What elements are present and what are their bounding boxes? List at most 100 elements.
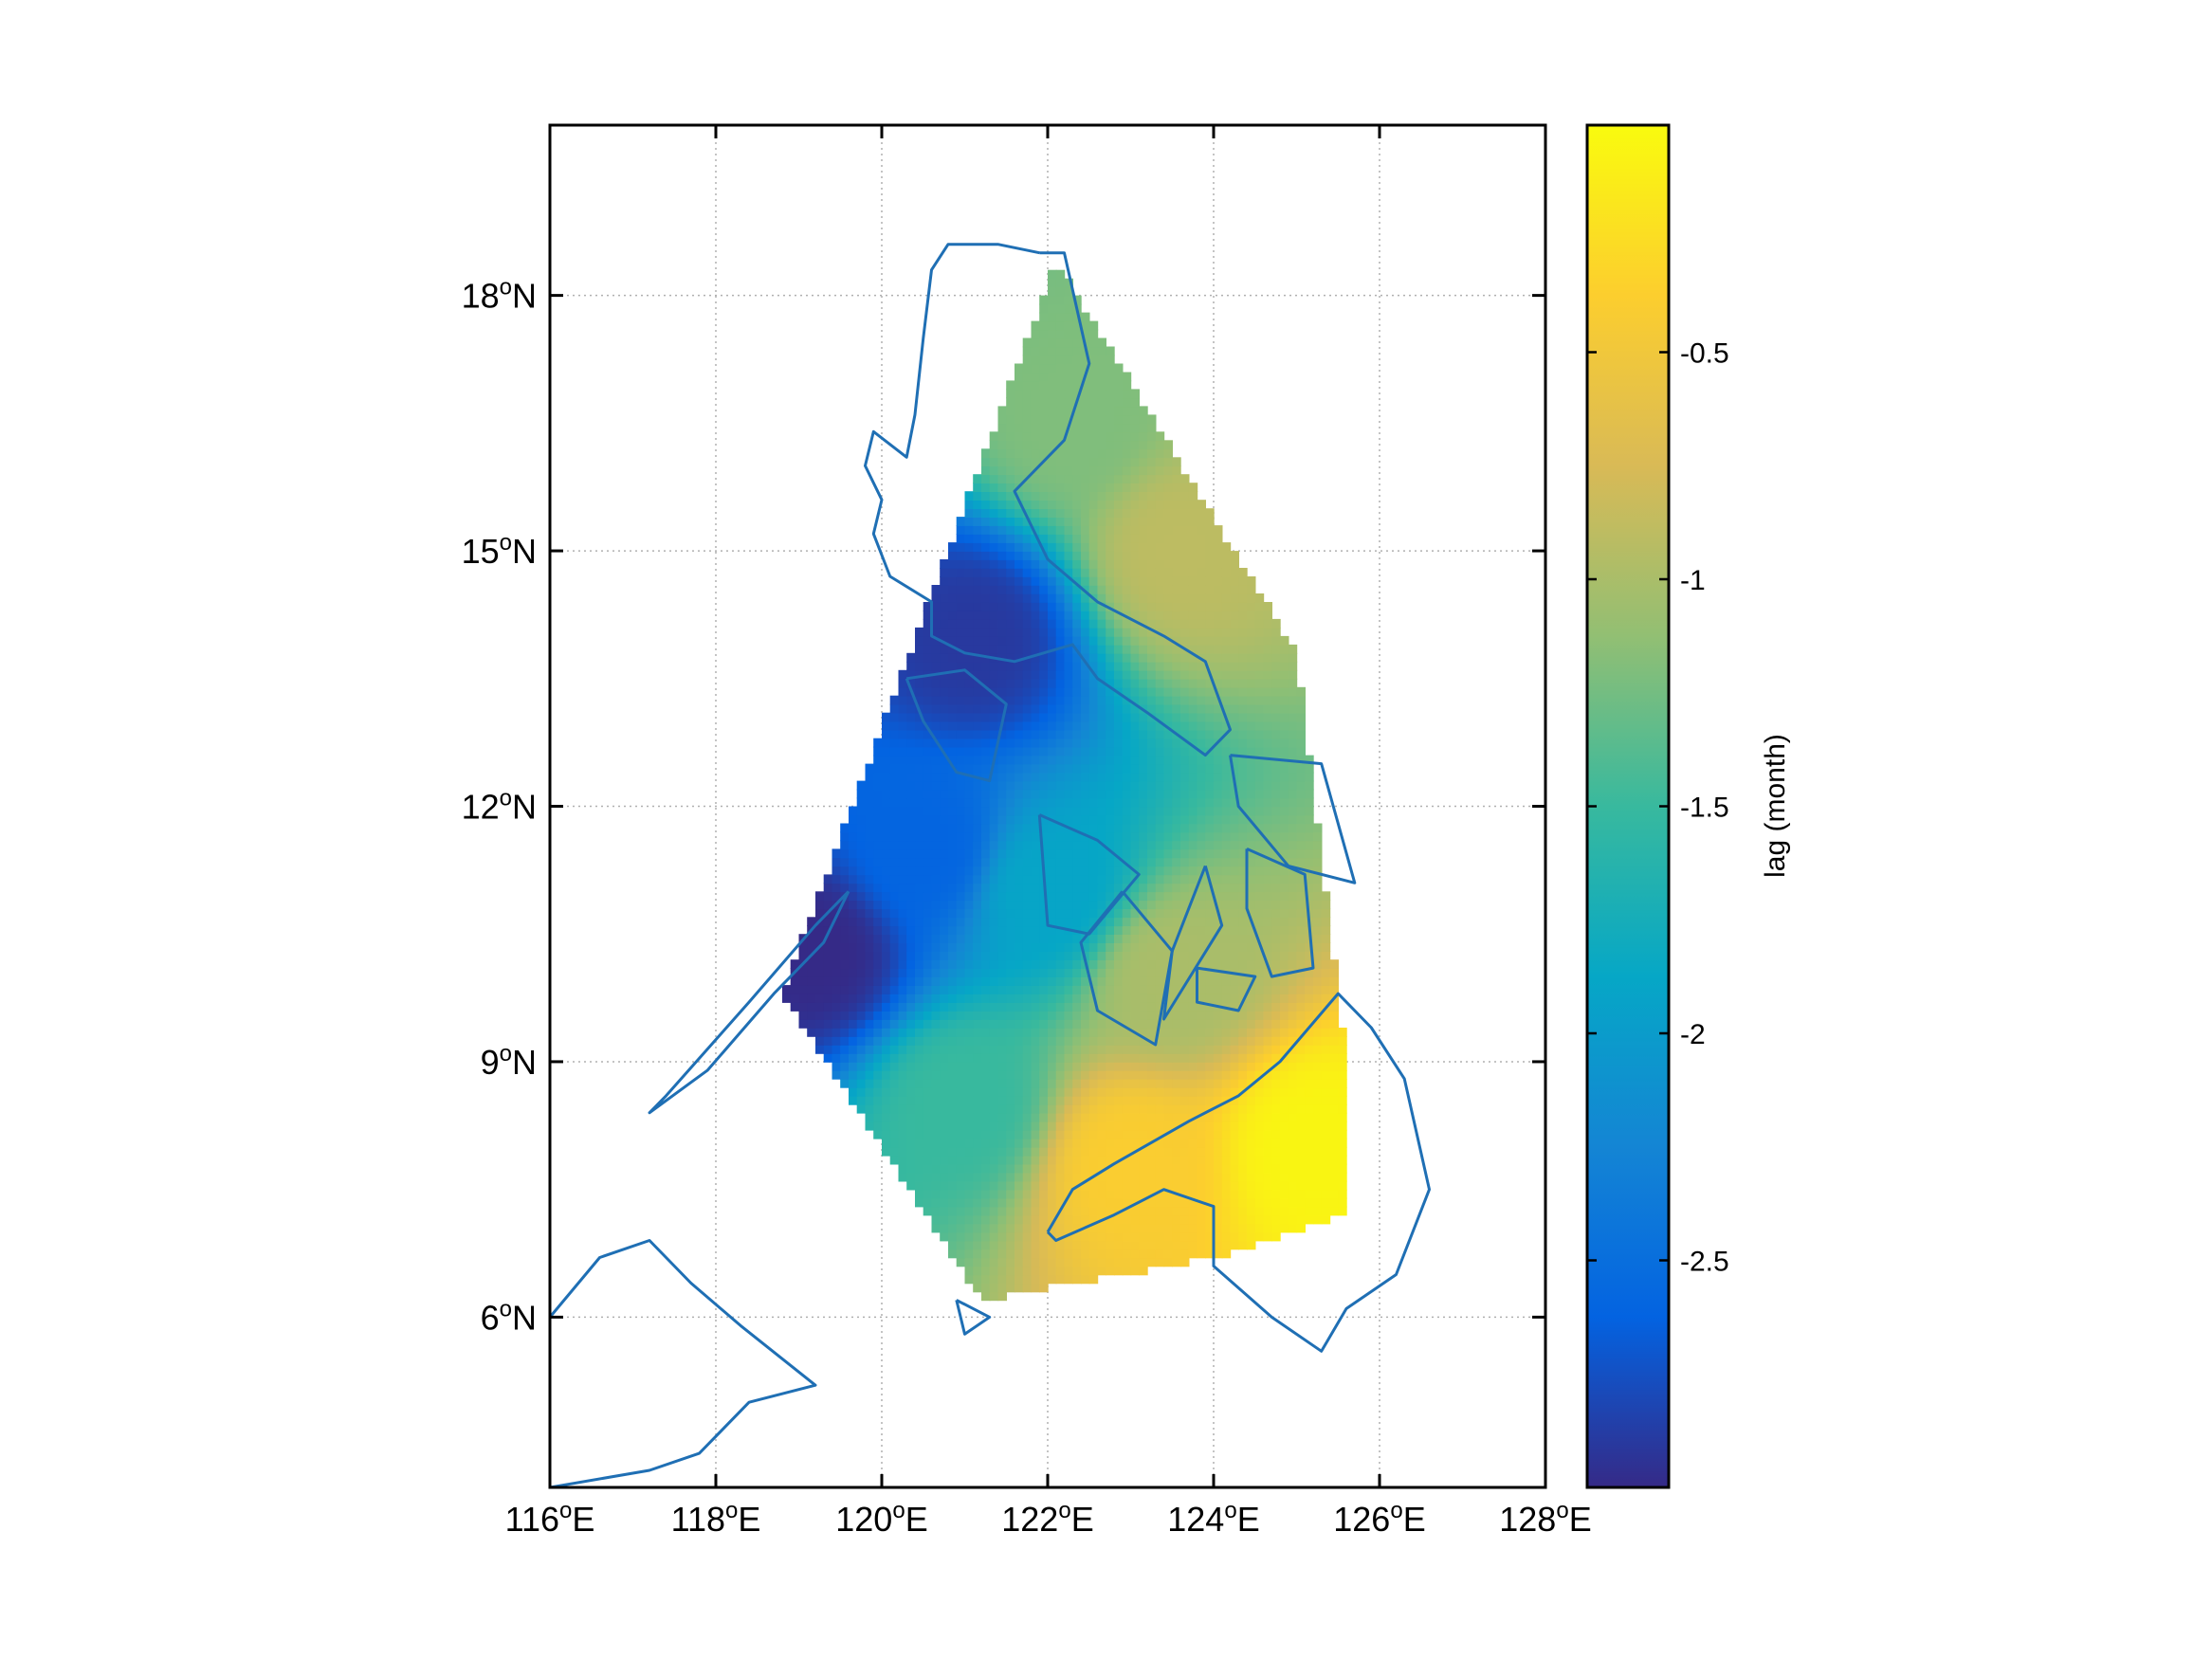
lag-cell xyxy=(915,1146,924,1157)
lag-cell xyxy=(1230,857,1239,867)
lag-cell xyxy=(1155,1214,1165,1225)
lag-cell xyxy=(1280,1095,1289,1105)
lag-cell xyxy=(1039,1214,1049,1225)
lag-cell xyxy=(1230,951,1239,960)
lag-cell xyxy=(948,1095,958,1105)
lag-cell xyxy=(1147,678,1157,688)
lag-cell xyxy=(1106,994,1115,1003)
lag-cell xyxy=(1163,1180,1173,1191)
lag-cell xyxy=(1329,976,1339,986)
lag-cell xyxy=(1197,551,1206,560)
lag-cell xyxy=(1072,593,1082,603)
lag-cell xyxy=(1039,669,1049,680)
lag-cell xyxy=(856,797,867,808)
lag-cell xyxy=(981,627,991,637)
lag-cell xyxy=(956,1028,966,1037)
lag-cell xyxy=(989,1291,999,1302)
lag-cell xyxy=(956,517,966,526)
lag-cell xyxy=(1230,959,1239,969)
lag-cell xyxy=(1081,610,1090,620)
lag-cell xyxy=(840,1036,850,1046)
lag-cell xyxy=(1081,729,1090,739)
lag-cell xyxy=(1197,1086,1206,1097)
lag-cell xyxy=(1155,831,1165,842)
lag-cell xyxy=(1097,1045,1106,1054)
lag-cell xyxy=(856,1011,867,1020)
lag-cell xyxy=(1088,917,1099,927)
lag-cell xyxy=(915,678,924,688)
lag-cell xyxy=(1296,883,1306,893)
lag-cell xyxy=(856,1086,867,1097)
lag-cell xyxy=(898,976,907,986)
lag-cell xyxy=(1288,976,1298,986)
lag-cell xyxy=(956,874,966,884)
lag-cell xyxy=(882,746,891,757)
lag-cell xyxy=(1055,831,1066,842)
lag-cell xyxy=(840,1019,850,1029)
lag-cell xyxy=(1214,1180,1223,1191)
lag-cell xyxy=(1072,1146,1082,1157)
lag-cell xyxy=(1130,891,1140,902)
lag-cell xyxy=(1288,789,1298,799)
lag-cell xyxy=(840,1053,850,1063)
lag-cell xyxy=(849,951,858,960)
lag-cell xyxy=(1114,448,1124,459)
lag-cell xyxy=(1064,772,1073,782)
lag-cell xyxy=(1188,1172,1198,1182)
lag-cell xyxy=(873,746,883,757)
lag-cell xyxy=(1147,703,1157,714)
lag-cell xyxy=(1088,1249,1099,1259)
lag-cell xyxy=(1064,695,1073,705)
lag-cell xyxy=(1072,934,1082,943)
lag-cell xyxy=(898,934,907,943)
lag-cell xyxy=(1305,1069,1314,1080)
lag-cell xyxy=(1172,780,1181,791)
lag-cell xyxy=(1221,755,1232,765)
lag-cell xyxy=(956,644,966,654)
lag-cell xyxy=(1238,1112,1248,1122)
lag-cell xyxy=(1205,1155,1215,1165)
lag-cell xyxy=(1081,465,1090,476)
lag-cell xyxy=(948,1155,958,1165)
lag-cell xyxy=(1081,534,1090,543)
lag-cell xyxy=(1214,712,1223,722)
lag-cell xyxy=(1254,1189,1265,1199)
lag-cell xyxy=(1055,1121,1066,1131)
lag-cell xyxy=(981,1146,991,1157)
lag-cell xyxy=(1048,602,1057,611)
lag-cell xyxy=(1072,440,1082,450)
lag-cell xyxy=(1048,1103,1057,1114)
lag-cell xyxy=(1296,746,1306,757)
lag-cell xyxy=(931,985,941,994)
lag-cell xyxy=(973,1146,982,1157)
lag-cell xyxy=(1271,1189,1281,1199)
lag-cell xyxy=(782,985,792,994)
lag-cell xyxy=(1139,1146,1148,1157)
lag-cell xyxy=(1188,720,1198,731)
lag-cell xyxy=(1214,1011,1223,1020)
lag-cell xyxy=(1072,712,1082,722)
lag-cell xyxy=(1263,917,1272,927)
lag-cell xyxy=(1088,772,1099,782)
lag-cell xyxy=(1197,1146,1206,1157)
lag-cell xyxy=(1072,883,1082,893)
lag-cell xyxy=(1106,678,1115,688)
lag-cell xyxy=(865,994,874,1003)
lag-cell xyxy=(1221,1180,1232,1191)
lag-cell xyxy=(1271,1197,1281,1208)
lag-cell xyxy=(981,1206,991,1216)
lag-cell xyxy=(1221,551,1232,560)
lag-cell xyxy=(873,780,883,791)
lag-cell xyxy=(1214,1189,1223,1199)
lag-cell xyxy=(940,602,949,611)
lag-cell xyxy=(1114,1036,1124,1046)
lag-cell xyxy=(1305,900,1314,910)
lag-cell xyxy=(923,755,933,765)
lag-cell xyxy=(915,1045,924,1054)
lag-cell xyxy=(1015,814,1024,825)
lag-cell xyxy=(1147,1197,1157,1208)
lag-cell xyxy=(956,755,966,765)
lag-cell xyxy=(1221,942,1232,952)
lag-cell xyxy=(1006,925,1015,935)
lag-cell xyxy=(1271,1045,1281,1054)
